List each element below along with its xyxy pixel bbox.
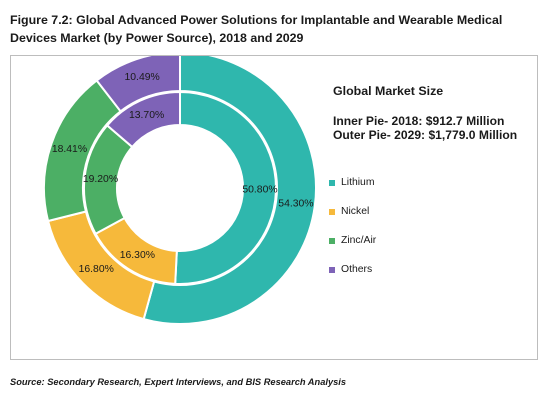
figure-title: Figure 7.2: Global Advanced Power Soluti…	[10, 13, 503, 45]
figure-source: Source: Secondary Research, Expert Inter…	[10, 377, 347, 387]
legend-label-nickel: Nickel	[341, 206, 370, 217]
inner-slice-lithium	[174, 90, 277, 285]
inner-label-others: 13.70%	[129, 110, 164, 121]
market-size-info: Global Market Size Inner Pie- 2018: $912…	[333, 84, 539, 142]
chart-frame: 54.30% 16.80% 18.41% 10.49% 50.80% 16.30% 19.2…	[10, 55, 538, 360]
legend-swatch-lithium	[329, 180, 335, 186]
legend-swatch-nickel	[329, 209, 335, 215]
legend-item-lithium: Lithium	[329, 176, 529, 190]
legend-label-others: Others	[341, 264, 373, 275]
inner-label-nickel: 16.30%	[120, 250, 155, 261]
legend-label-lithium: Lithium	[341, 177, 375, 188]
legend-item-nickel: Nickel	[329, 205, 529, 219]
outer-label-lithium: 54.30%	[278, 198, 313, 209]
outer-pie-caption: Outer Pie- 2029: $1,779.0 Million	[333, 128, 518, 142]
donut-chart: 54.30% 16.80% 18.41% 10.49% 50.80% 16.30% 19.2…	[43, 56, 317, 325]
legend-label-zinc-air: Zinc/Air	[341, 235, 377, 246]
chart-legend: Lithium Nickel Zinc/Air Others	[329, 176, 529, 292]
outer-label-others: 10.49%	[125, 72, 160, 83]
market-size-heading: Global Market Size	[333, 84, 444, 98]
legend-item-zinc-air: Zinc/Air	[329, 234, 529, 248]
inner-label-lithium: 50.80%	[242, 185, 277, 196]
legend-swatch-zinc-air	[329, 238, 335, 244]
inner-slice-others	[105, 90, 181, 149]
inner-pie-caption: Inner Pie- 2018: $912.7 Million	[333, 114, 505, 128]
legend-item-others: Others	[329, 263, 529, 277]
legend-swatch-others	[329, 267, 335, 273]
inner-label-zinc-air: 19.20%	[83, 174, 118, 185]
outer-label-zinc-air: 18.41%	[52, 144, 87, 155]
outer-label-nickel: 16.80%	[79, 264, 114, 275]
